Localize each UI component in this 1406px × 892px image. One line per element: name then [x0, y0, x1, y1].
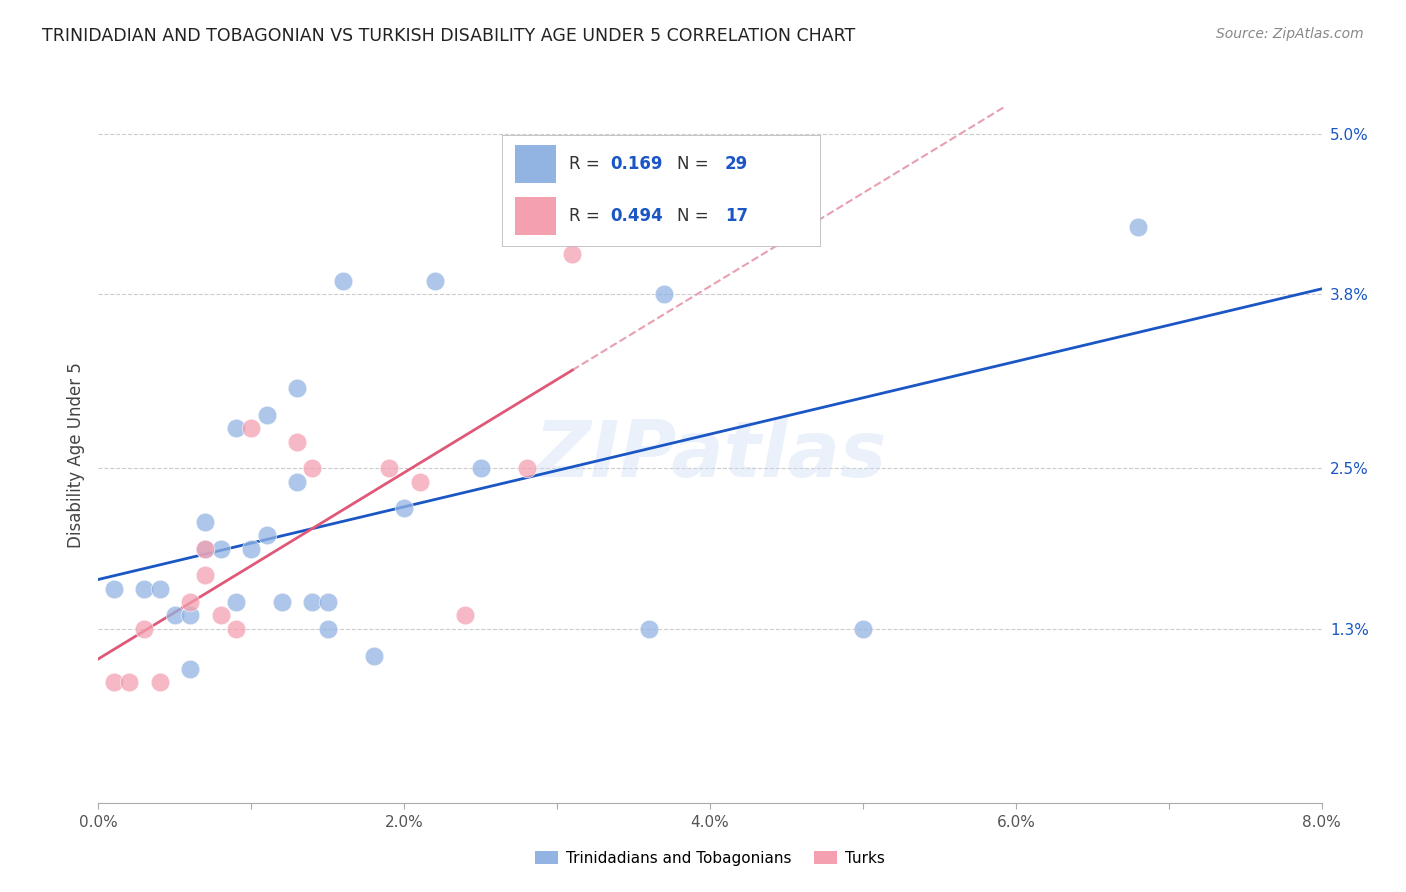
Point: [194, 515, 217, 529]
Point: [256, 408, 278, 422]
Point: [270, 595, 294, 609]
Point: [225, 622, 247, 636]
Point: [225, 595, 247, 609]
Point: [240, 541, 263, 556]
Point: [225, 421, 247, 435]
Point: [285, 475, 308, 489]
Text: Source: ZipAtlas.com: Source: ZipAtlas.com: [1216, 27, 1364, 41]
Point: [179, 662, 201, 676]
Text: ZIPatlas: ZIPatlas: [534, 417, 886, 493]
Point: [637, 622, 661, 636]
Point: [332, 274, 354, 288]
Point: [240, 421, 263, 435]
Point: [179, 608, 201, 623]
Point: [470, 461, 492, 475]
Point: [285, 434, 308, 449]
Point: [209, 608, 232, 623]
Point: [285, 381, 308, 395]
Point: [194, 541, 217, 556]
Point: [392, 501, 416, 516]
Point: [134, 582, 156, 596]
Point: [118, 675, 141, 690]
Point: [316, 622, 339, 636]
Point: [149, 582, 172, 596]
Point: [561, 247, 583, 261]
Point: [652, 287, 675, 301]
Point: [852, 622, 875, 636]
Point: [301, 595, 323, 609]
Point: [516, 461, 538, 475]
Point: [378, 461, 401, 475]
Point: [408, 475, 430, 489]
Point: [423, 274, 446, 288]
Point: [179, 595, 201, 609]
Point: [454, 608, 477, 623]
Point: [316, 595, 339, 609]
Y-axis label: Disability Age Under 5: Disability Age Under 5: [66, 362, 84, 548]
Point: [363, 648, 385, 663]
Point: [209, 541, 232, 556]
Point: [163, 608, 186, 623]
Point: [301, 461, 323, 475]
Point: [134, 622, 156, 636]
Point: [103, 582, 125, 596]
Point: [194, 568, 217, 582]
Legend: Trinidadians and Tobagonians, Turks: Trinidadians and Tobagonians, Turks: [529, 845, 891, 871]
Point: [194, 541, 217, 556]
Point: [1128, 220, 1150, 235]
Point: [103, 675, 125, 690]
Point: [256, 528, 278, 542]
Text: TRINIDADIAN AND TOBAGONIAN VS TURKISH DISABILITY AGE UNDER 5 CORRELATION CHART: TRINIDADIAN AND TOBAGONIAN VS TURKISH DI…: [42, 27, 855, 45]
Point: [149, 675, 172, 690]
